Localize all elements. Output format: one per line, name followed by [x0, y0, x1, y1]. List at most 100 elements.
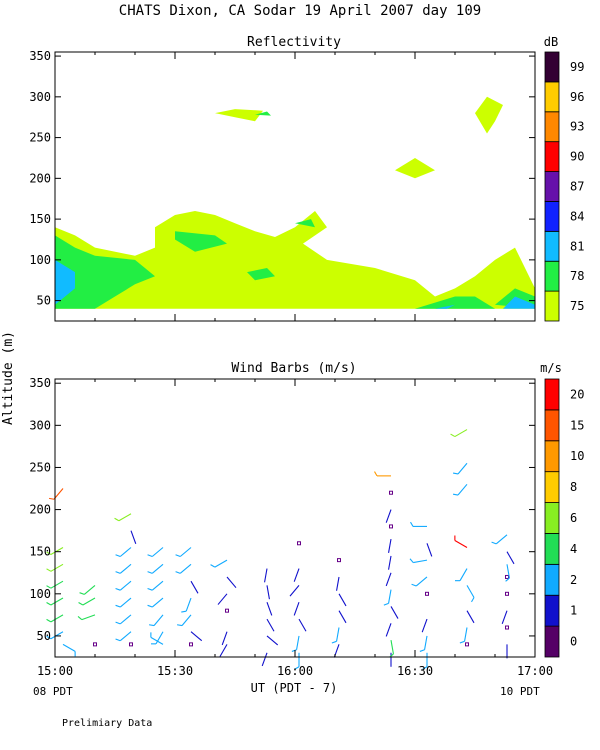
reflectivity-axes: 50 100 150 200 250 300 350	[29, 49, 536, 322]
calm-marker	[505, 574, 509, 579]
wind-barb	[119, 547, 132, 557]
wind-colorbar-label: 15	[570, 418, 584, 432]
wind-barb	[119, 597, 132, 608]
wind-y-tick-label: 250	[29, 460, 51, 474]
wind-barb	[83, 584, 96, 595]
reflectivity-region	[55, 259, 75, 309]
wind-barb	[293, 602, 300, 616]
wind-barb-flag	[409, 558, 414, 563]
wind-barb	[151, 547, 164, 557]
left-local-time-label: 08 PDT	[33, 685, 73, 698]
wind-barb	[190, 580, 199, 594]
wind-barb	[119, 580, 132, 591]
wind-barb	[338, 593, 347, 607]
wind-barb	[506, 564, 510, 579]
reflectivity-colorbar-swatch	[544, 111, 560, 143]
wind-barb	[81, 614, 96, 621]
wind-barb	[226, 576, 237, 589]
calm-marker	[465, 642, 469, 647]
wind-barb	[385, 572, 392, 587]
reflectivity-colorbar-unit: dB	[544, 35, 558, 49]
wind-barb-flag	[114, 517, 120, 522]
reflectivity-region	[395, 158, 435, 179]
reflectivity-colorbar-label: 81	[570, 239, 584, 253]
calm-marker	[129, 642, 133, 647]
x-axis-label: UT (PDT - 7)	[251, 681, 338, 695]
wind-barb	[424, 635, 428, 650]
reflectivity-colorbar-swatch	[544, 141, 560, 172]
wind-colorbar-swatch	[544, 471, 560, 503]
wind-barb	[415, 576, 428, 587]
reflectivity-y-tick-label: 250	[29, 131, 51, 145]
wind-colorbar-swatch	[544, 594, 560, 627]
wind-barb	[214, 559, 228, 568]
wind-x-tick-label: 15:30	[157, 664, 193, 678]
reflectivity-y-tick-label: 100	[29, 253, 51, 267]
wind-barb-flag	[210, 564, 216, 568]
wind-barb-flag	[450, 433, 456, 438]
wind-barb-flag	[175, 554, 181, 558]
wind-barb-flag	[78, 602, 84, 606]
wind-barb-flag	[505, 577, 510, 582]
wind-frame	[54, 378, 536, 658]
wind-colorbar-swatch	[544, 378, 560, 411]
wind-colorbar-swatch	[544, 409, 560, 442]
reflectivity-colorbar-label: 75	[570, 299, 584, 313]
calm-marker	[425, 591, 429, 596]
reflectivity-region	[215, 109, 263, 122]
wind-colorbar-label: 1	[570, 604, 577, 618]
wind-colorbar-label: 6	[570, 511, 577, 525]
wind-barb	[506, 551, 515, 565]
wind-barb	[298, 618, 307, 632]
calm-marker	[189, 642, 193, 647]
wind-colorbar-swatch	[544, 502, 560, 534]
wind-barb	[454, 540, 468, 548]
reflectivity-colorbar-swatch	[544, 230, 560, 262]
wind-barb-flag	[459, 640, 465, 644]
reflectivity-y-tick-label: 350	[29, 49, 51, 63]
reflectivity-region	[475, 96, 503, 134]
wind-y-tick-label: 300	[29, 418, 51, 432]
calm-marker	[225, 608, 229, 613]
wind-barb-flag	[491, 541, 497, 545]
reflectivity-region	[415, 296, 495, 309]
wind-barb	[151, 580, 164, 591]
wind-barb	[266, 585, 270, 600]
reflectivity-colorbar-label: 87	[570, 180, 584, 194]
wind-colorbar-unit: m/s	[540, 361, 562, 375]
wind-barb	[457, 483, 468, 496]
wind-barb-flag	[411, 583, 417, 587]
wind-barb-flag	[422, 666, 428, 670]
reflectivity-colorbar-swatch	[544, 171, 560, 202]
reflectivity-region	[55, 235, 155, 309]
reflectivity-colorbar-label: 99	[570, 60, 584, 74]
wind-barb	[153, 614, 164, 626]
wind-barb	[217, 593, 228, 605]
wind-barb-flag	[147, 604, 153, 608]
wind-barb	[50, 547, 64, 555]
wind-barb	[119, 631, 132, 642]
wind-barb-flag	[79, 592, 85, 595]
footer-note: Prelimiary Data	[62, 718, 152, 729]
wind-barb-flag	[115, 571, 121, 574]
wind-colorbar-swatch	[544, 625, 560, 658]
wind-barb	[289, 585, 300, 597]
wind-barb-flag	[176, 624, 183, 627]
reflectivity-region	[503, 296, 535, 309]
reflectivity-colorbar-label: 93	[570, 120, 584, 134]
wind-barb	[50, 631, 64, 640]
reflectivity-y-tick-label: 300	[29, 90, 51, 104]
wind-barb	[151, 563, 164, 574]
wind-y-tick-label: 50	[37, 629, 51, 643]
reflectivity-region	[295, 219, 315, 228]
wind-barb	[466, 585, 475, 598]
wind-barb	[296, 635, 300, 650]
wind-barb-flag	[46, 602, 52, 606]
reflectivity-region	[247, 268, 275, 281]
wind-barb-plot	[46, 429, 515, 670]
wind-barb	[219, 644, 228, 657]
reflectivity-region	[255, 111, 271, 116]
wind-barb-flag	[383, 602, 389, 606]
reflectivity-plot	[55, 96, 535, 309]
